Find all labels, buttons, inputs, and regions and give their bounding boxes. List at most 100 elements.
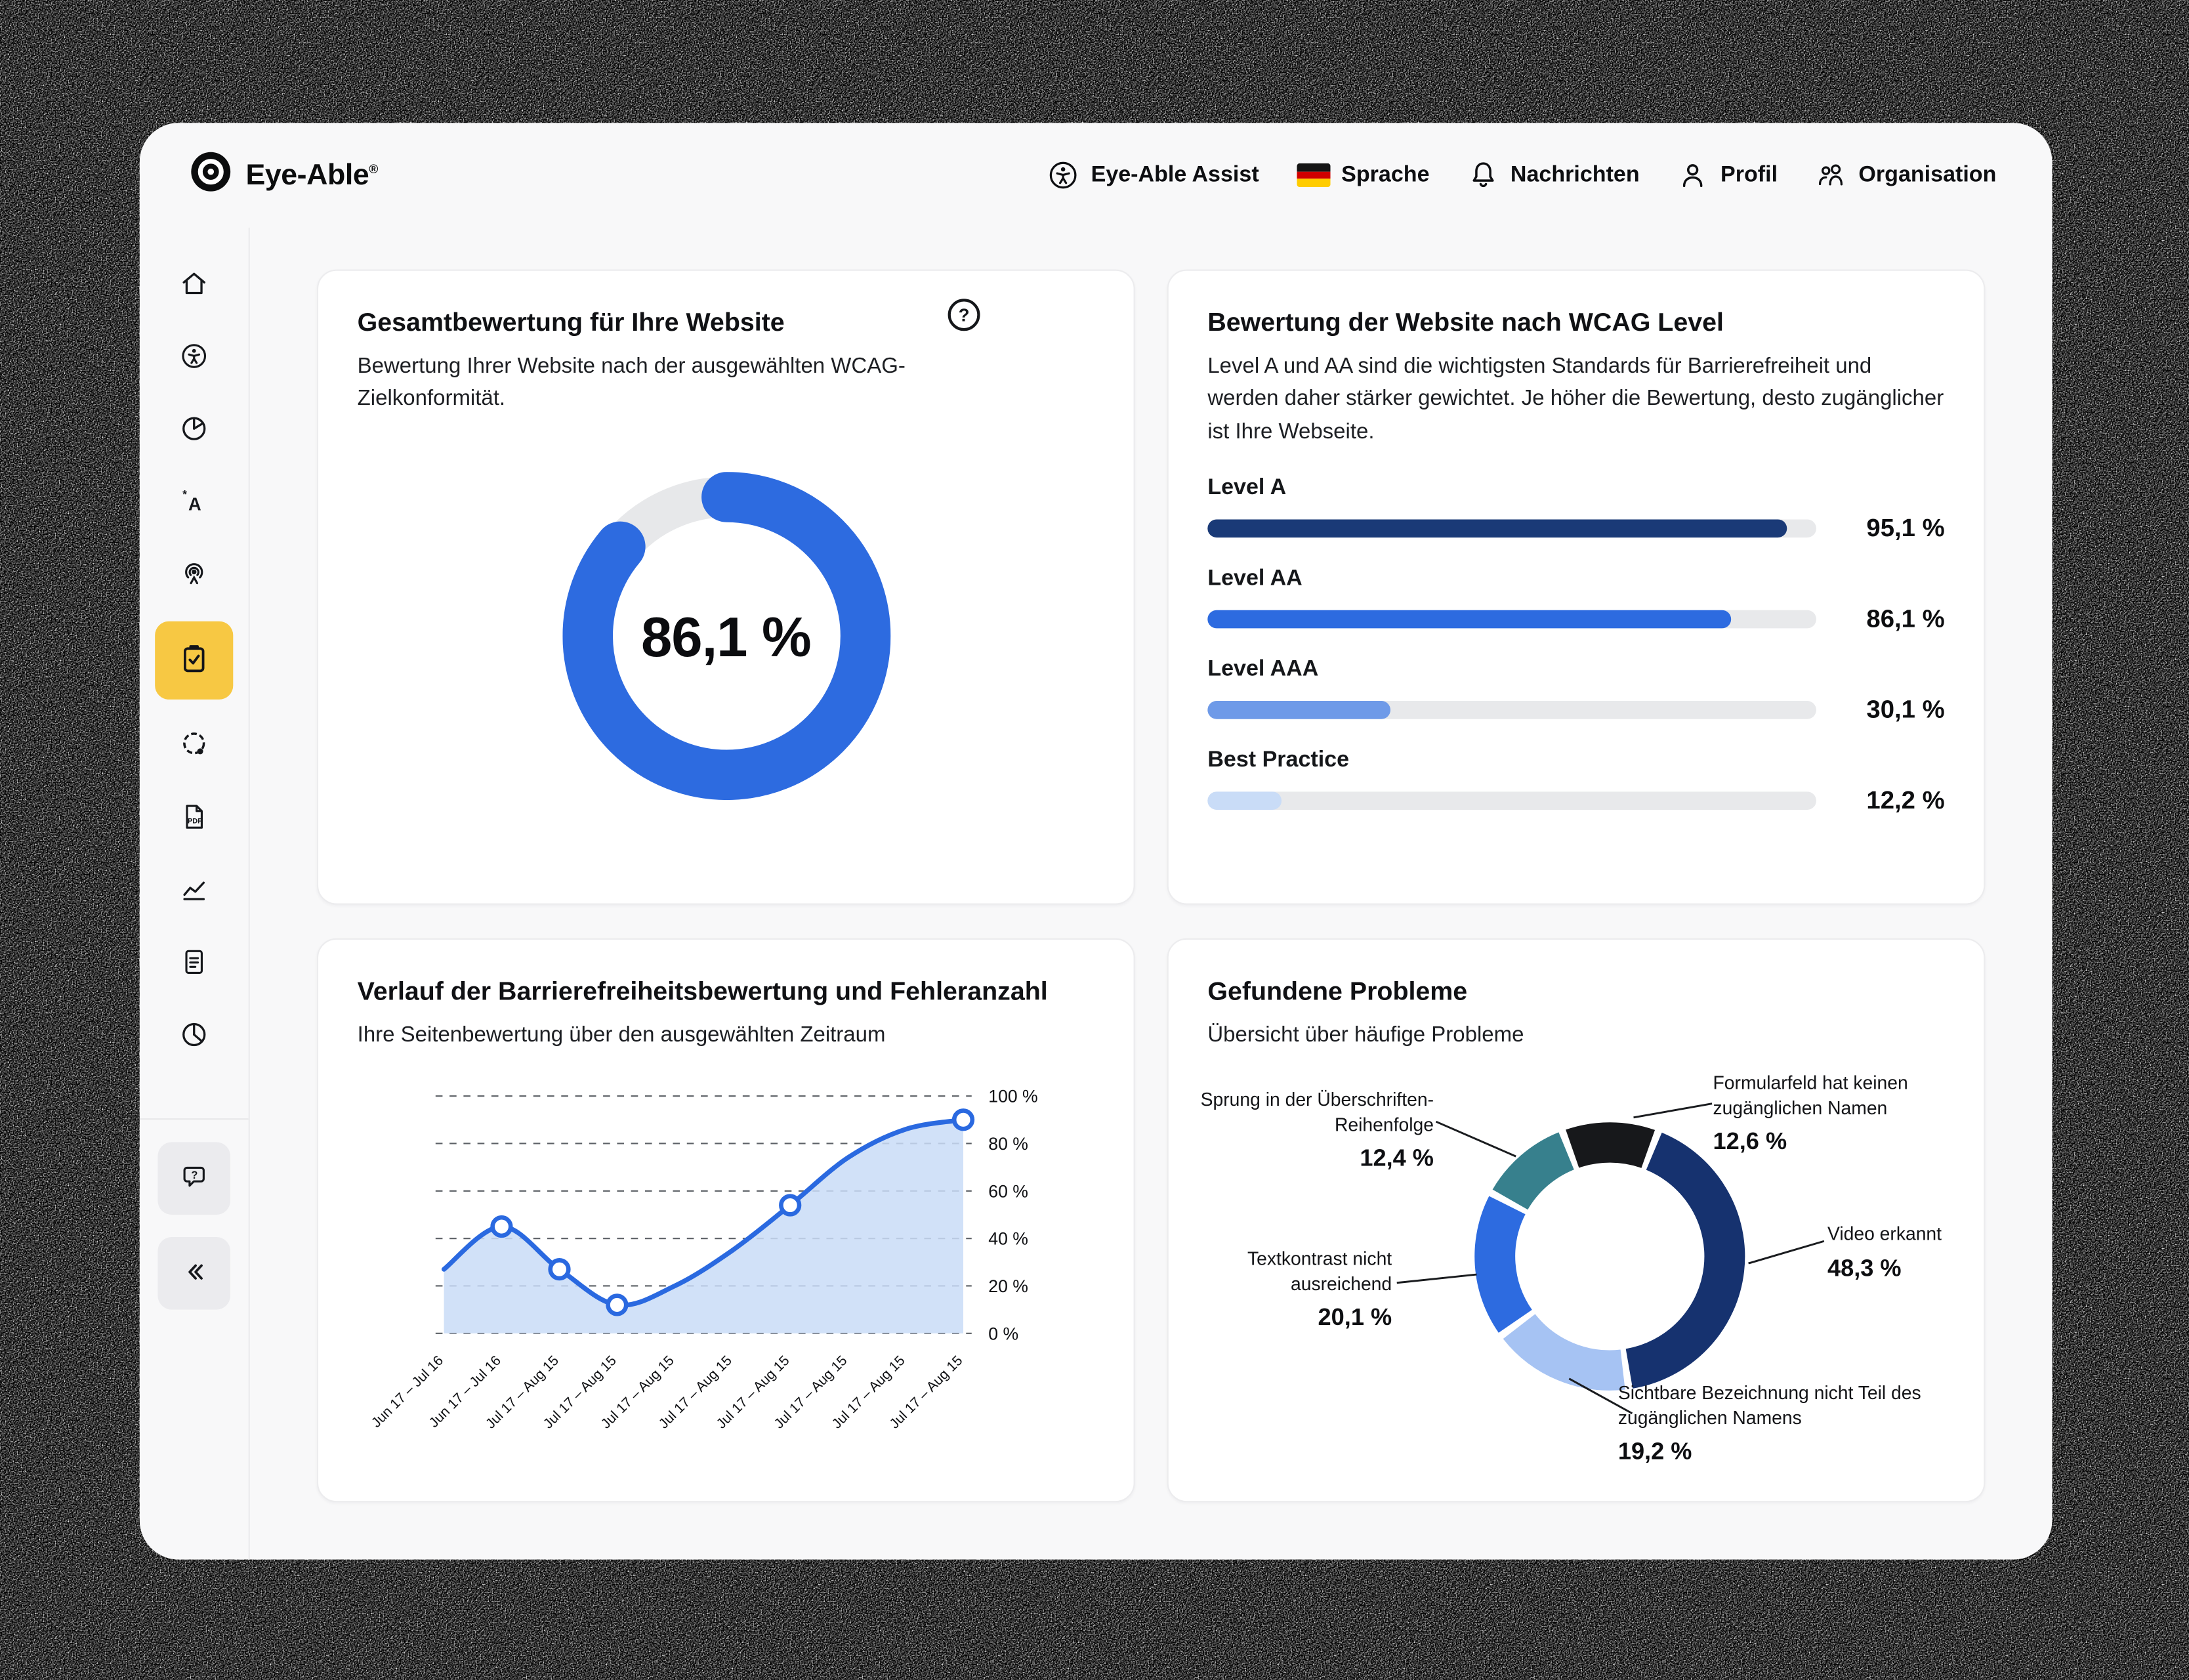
problem-value: 48,3 % [1827, 1254, 1902, 1282]
file-icon [178, 946, 209, 980]
sidebar-item-home[interactable] [162, 253, 226, 317]
chat-question-icon: ? [178, 1161, 209, 1196]
nav-nachrichten[interactable]: Nachrichten [1467, 159, 1640, 192]
overall-score-donut-chart: 86,1 % [562, 471, 890, 807]
wcag-bar-track [1207, 518, 1816, 537]
brand-name: Eye-Able® [245, 158, 378, 191]
sidebar-item-reports[interactable] [162, 398, 226, 462]
sidebar-item-translation[interactable]: A * [162, 471, 226, 535]
collapse-icon [178, 1256, 209, 1291]
german-flag-icon [1297, 163, 1331, 188]
card-title: Verlauf der Barrierefreiheitsbewertung u… [357, 976, 1048, 1005]
problem-value: 12,4 % [1360, 1144, 1434, 1172]
nav-profil[interactable]: Profil [1677, 159, 1778, 192]
card-score-history: Verlauf der Barrierefreiheitsbewertung u… [316, 938, 1135, 1503]
card-description: Level A und AA sind die wichtigsten Stan… [1207, 354, 1944, 444]
nav-label: Eye-Able Assist [1091, 162, 1259, 187]
card-title: Gesamtbewertung für Ihre Website [357, 307, 785, 337]
wcag-bar-value: 86,1 % [1866, 604, 1945, 633]
pdf-file-icon: PDF [178, 801, 209, 835]
home-icon [178, 267, 209, 302]
wcag-bar-fill [1207, 791, 1282, 810]
header-nav: Eye-Able Assist Sprache Nachrichten [1048, 159, 1996, 192]
nav-label: Organisation [1858, 162, 1997, 187]
nav-label: Profil [1720, 162, 1778, 187]
svg-text:20 %: 20 % [988, 1277, 1028, 1297]
svg-text:*: * [182, 487, 187, 500]
sidebar-item-assist[interactable] [162, 543, 226, 608]
card-title: Gefundene Probleme [1207, 976, 1468, 1005]
wcag-bar-value: 30,1 % [1866, 694, 1945, 723]
card-overall-score: Gesamtbewertung für Ihre Website ? Bewer… [316, 269, 1135, 905]
card-subtitle: Bewertung Ihrer Website nach der ausgewä… [357, 354, 906, 411]
brand-logo[interactable]: Eye-Able® [190, 151, 378, 200]
donut-svg [562, 471, 890, 800]
sidebar-item-audit[interactable] [155, 621, 234, 700]
wcag-bar-row: Level A 95,1 % [1207, 475, 1945, 543]
line-chart-icon [178, 873, 209, 908]
problem-label: Formularfeld hat keinen zugänglichen Nam… [1713, 1072, 1908, 1118]
card-problems: Gefundene Probleme Übersicht über häufig… [1167, 938, 1986, 1503]
problem-value: 20,1 % [1318, 1304, 1392, 1331]
svg-text:100 %: 100 % [988, 1087, 1037, 1106]
svg-text:40 %: 40 % [988, 1229, 1028, 1249]
problem-callout-textkontrast: Textkontrast nicht ausreichend 20,1 % [1216, 1247, 1392, 1334]
card-wcag-levels: Bewertung der Website nach WCAG Level Le… [1167, 269, 1986, 905]
nav-organisation[interactable]: Organisation [1815, 159, 1996, 192]
history-area-chart: 0 %20 %40 %60 %80 %100 %Jun 17 – Jul 16J… [368, 1087, 1038, 1432]
broadcast-icon [178, 558, 209, 593]
wcag-bar-value: 12,2 % [1866, 786, 1945, 814]
svg-text:80 %: 80 % [988, 1135, 1028, 1154]
pie-chart-icon [178, 413, 209, 448]
problem-value: 12,6 % [1713, 1128, 1787, 1155]
wcag-bar-fill [1207, 518, 1787, 537]
nav-eye-able-assist[interactable]: Eye-Able Assist [1048, 159, 1259, 192]
wcag-bar-track [1207, 700, 1816, 719]
card-subtitle: Ihre Seitenbewertung über den ausgewählt… [357, 1023, 886, 1047]
pie-chart2-icon [178, 1018, 209, 1053]
wcag-bar-row: Best Practice 12,2 % [1207, 747, 1945, 815]
help-button[interactable]: ? [948, 299, 980, 331]
sidebar-item-support[interactable]: ? [157, 1142, 231, 1215]
accessibility-circle-icon [1048, 159, 1080, 192]
wcag-bar-label: Level AAA [1207, 657, 1319, 681]
accessibility-icon [178, 340, 209, 375]
registered-mark: ® [369, 161, 378, 176]
eye-able-logo-icon [190, 151, 232, 200]
wcag-bar-label: Level AA [1207, 566, 1303, 591]
app-window: Eye-Able® Eye-Able Assist Sprache [139, 123, 2053, 1560]
card-subtitle: Übersicht über häufige Probleme [1207, 1023, 1524, 1047]
sidebar-item-trend[interactable] [162, 858, 226, 923]
wcag-bar-value: 95,1 % [1866, 513, 1945, 541]
dashboard: Gesamtbewertung für Ihre Website ? Bewer… [250, 228, 2053, 1560]
nav-sprache[interactable]: Sprache [1297, 163, 1430, 188]
card-title: Bewertung der Website nach WCAG Level [1207, 307, 1724, 337]
person-icon [1677, 159, 1709, 192]
sidebar-item-report-file[interactable] [162, 931, 226, 996]
wcag-bar-fill [1207, 610, 1732, 628]
group-icon [1815, 159, 1847, 192]
problem-callout-sichtbare-bezeichnung: Sichtbare Bezeichnung nicht Teil des zug… [1618, 1381, 1923, 1468]
svg-text:A: A [188, 493, 201, 513]
svg-text:?: ? [191, 1169, 198, 1181]
sidebar-item-pdf[interactable]: PDF [162, 786, 226, 850]
problem-label: Video erkannt [1827, 1223, 1942, 1244]
wcag-bar-label: Best Practice [1207, 747, 1350, 772]
sidebar-item-contrast[interactable] [162, 713, 226, 778]
nav-label: Nachrichten [1510, 162, 1640, 187]
overall-score-value: 86,1 % [641, 607, 812, 669]
sidebar-item-accessibility[interactable] [162, 326, 226, 390]
sidebar-collapse[interactable] [157, 1237, 231, 1310]
app-header: Eye-Able® Eye-Able Assist Sprache [140, 123, 2053, 228]
sidebar: A * PDF [139, 227, 250, 1560]
svg-text:PDF: PDF [188, 817, 202, 825]
color-ring-icon [178, 728, 209, 763]
sidebar-item-statistics[interactable] [162, 1004, 226, 1068]
problem-callout-formularfeld: Formularfeld hat keinen zugänglichen Nam… [1713, 1071, 1978, 1158]
problem-label: Sichtbare Bezeichnung nicht Teil des zug… [1617, 1382, 1921, 1428]
translate-icon: A * [178, 485, 209, 520]
wcag-bar-label: Level A [1207, 475, 1287, 500]
clipboard-check-icon [177, 642, 211, 679]
wcag-bar-row: Level AA 86,1 % [1207, 566, 1945, 633]
sidebar-footer: ? [139, 1118, 249, 1318]
